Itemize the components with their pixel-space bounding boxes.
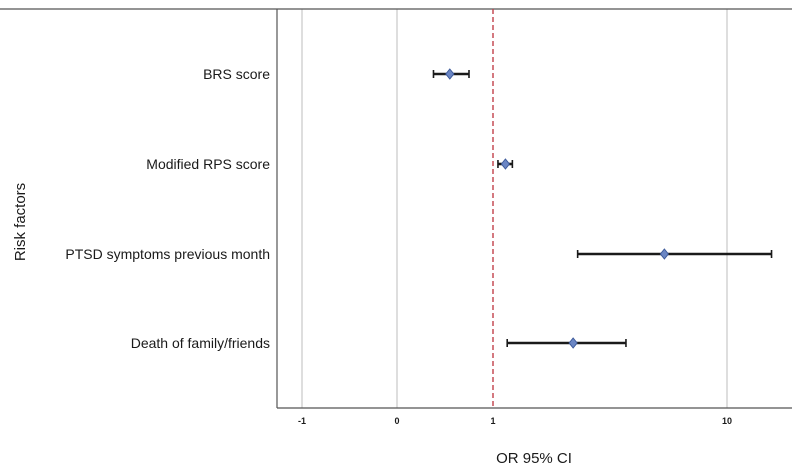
forest-row: PTSD symptoms previous month bbox=[65, 246, 773, 262]
x-tick-label: 1 bbox=[490, 416, 495, 426]
forest-row: Modified RPS score bbox=[146, 156, 514, 172]
forest-row: Death of family/friends bbox=[131, 335, 627, 351]
y-axis-title: Risk factors bbox=[12, 183, 29, 261]
x-tick-label: 10 bbox=[722, 416, 732, 426]
row-label: Death of family/friends bbox=[131, 335, 270, 351]
grid-lines bbox=[301, 9, 728, 408]
or-marker bbox=[568, 337, 578, 349]
x-tick-label: 0 bbox=[394, 416, 399, 426]
x-axis-title: OR 95% CI bbox=[496, 450, 572, 467]
forest-row: BRS score bbox=[203, 66, 470, 82]
plot-frame bbox=[0, 8, 792, 409]
x-tick-label: -1 bbox=[298, 416, 306, 426]
x-axis-ticks: -1 0 1 10 bbox=[298, 416, 732, 426]
row-label: PTSD symptoms previous month bbox=[65, 246, 270, 262]
or-marker bbox=[445, 68, 455, 80]
or-marker bbox=[500, 158, 511, 170]
forest-rows: BRS score Modified RPS score PTSD symptoms… bbox=[65, 66, 773, 351]
row-label: Modified RPS score bbox=[146, 156, 270, 172]
row-label: BRS score bbox=[203, 66, 270, 82]
or-marker bbox=[659, 248, 670, 260]
